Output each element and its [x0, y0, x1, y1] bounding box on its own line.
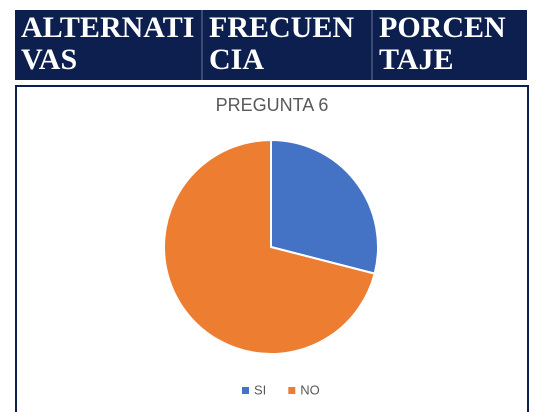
legend-swatch [242, 387, 249, 394]
pie-slice [163, 138, 376, 355]
header-cell: FRECUENCIA [203, 10, 373, 80]
legend-label: NO [300, 382, 320, 397]
pie-slice [270, 138, 379, 275]
chart-title: PREGUNTA 6 [216, 95, 329, 115]
table-header: ALTERNATIVAS FRECUENCIA PORCENTAJE [15, 10, 527, 80]
legend-label: SI [254, 382, 266, 397]
legend-swatch [288, 387, 296, 394]
header-cell: ALTERNATIVAS [15, 10, 203, 80]
header-cell: PORCENTAJE [379, 11, 506, 76]
